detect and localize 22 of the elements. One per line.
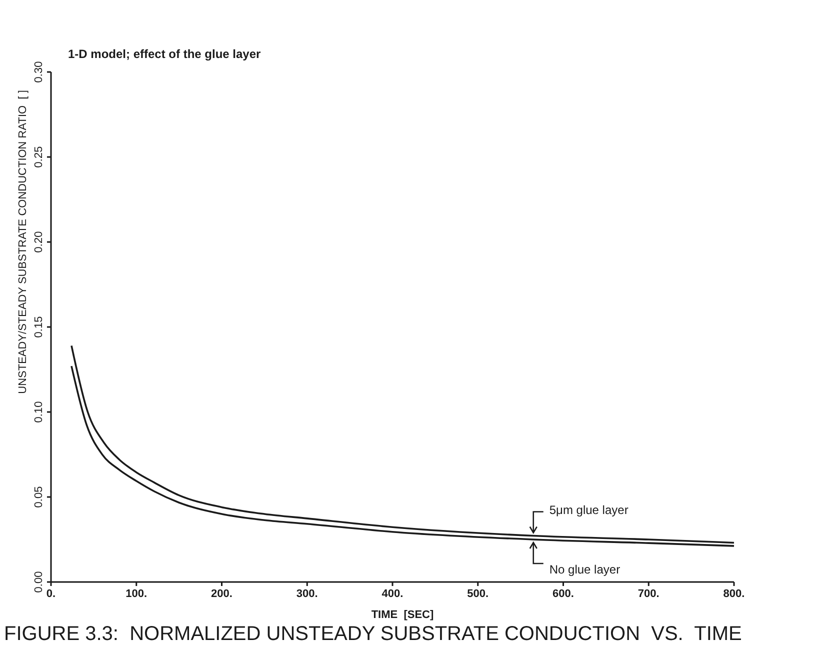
y-tick-label: 0.30 [33, 61, 45, 83]
x-tick-label: 500. [467, 588, 489, 600]
x-tick-label: 0. [46, 588, 56, 600]
chart-title: 1-D model; effect of the glue layer [68, 47, 262, 61]
caption: FIGURE 3.3: NORMALIZED UNSTEADY SUBSTRATE CONDUCTION VS. TIME [4, 623, 742, 645]
x-tick-label: 200. [211, 588, 232, 600]
y-tick-label: 0.00 [33, 571, 45, 593]
annotation: No glue layer [549, 562, 620, 576]
x-tick-label: 400. [382, 588, 404, 600]
y-tick-label: 0.05 [33, 486, 45, 508]
y-tick-label: 0.20 [33, 231, 45, 253]
y-axis-title: UNSTEADY/STEADY SUBSTRATE CONDUCTION RATIO [ ] [17, 90, 29, 394]
annotation: 5μm glue layer [549, 502, 628, 517]
x-axis-title: TIME [SEC] [371, 609, 434, 621]
x-tick-label: 700. [638, 588, 660, 600]
y-tick-label: 0.10 [33, 401, 45, 423]
x-tick-label: 100. [126, 588, 148, 600]
y-tick-label: 0.25 [33, 146, 45, 168]
y-tick-label: 0.15 [33, 316, 45, 338]
x-tick-label: 800. [723, 588, 745, 600]
x-tick-label: 600. [552, 588, 574, 600]
x-tick-label: 300. [296, 588, 318, 600]
